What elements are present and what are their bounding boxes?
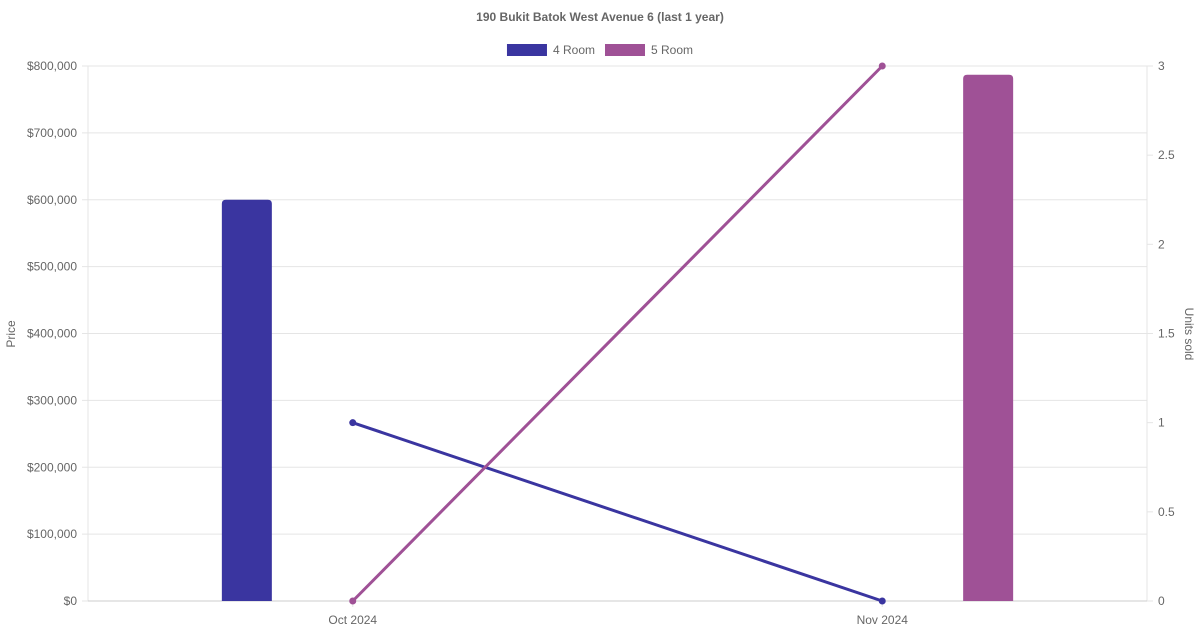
left-tick-label: $800,000 [27,59,77,73]
x-tick-label: Oct 2024 [328,613,377,627]
left-tick-label: $300,000 [27,393,77,407]
point-4-room [878,597,886,605]
left-tick-label: $500,000 [27,260,77,274]
point-4-room [349,419,357,427]
chart-title: 190 Bukit Batok West Avenue 6 (last 1 ye… [476,10,724,24]
left-tick-label: $0 [64,594,78,608]
legend-item-4-room: 4 Room [506,43,595,57]
left-tick-label: $600,000 [27,193,77,207]
right-tick-label: 0.5 [1158,505,1175,519]
legend-swatch [605,44,645,56]
legend-swatch [506,44,547,56]
bar-4-room [221,199,272,601]
left-axis-title: Price [4,320,18,348]
left-tick-label: $200,000 [27,460,77,474]
x-axis: Oct 2024 Nov 2024 [88,600,1147,627]
left-tick-label: $700,000 [27,126,77,140]
point-5-room [878,62,886,70]
right-tick-label: 0 [1158,594,1165,608]
left-tick-label: $400,000 [27,327,77,341]
x-tick-label: Nov 2024 [857,613,909,627]
left-tick-label: $100,000 [27,527,77,541]
right-tick-label: 1.5 [1158,327,1175,341]
lines [349,62,886,605]
right-tick-label: 2.5 [1158,148,1175,162]
right-tick-label: 1 [1158,416,1165,430]
bar-5-room [963,74,1014,602]
legend: 4 Room 5 Room [506,43,693,57]
left-axis: $0 $100,000 $200,000 $300,000 $400,000 $500,0… [27,59,88,608]
line-5-room [351,64,884,603]
right-axis: 0 0.5 1 1.5 2 2.5 3 [1147,59,1175,608]
right-axis-title: Units sold [1182,308,1196,361]
bars [221,74,1014,602]
point-5-room [349,597,357,605]
legend-label: 4 Room [553,43,595,57]
legend-label: 5 Room [651,43,693,57]
right-tick-label: 3 [1158,59,1165,73]
right-tick-label: 2 [1158,237,1165,251]
legend-item-5-room: 5 Room [605,43,693,57]
line-4-room [352,421,883,603]
